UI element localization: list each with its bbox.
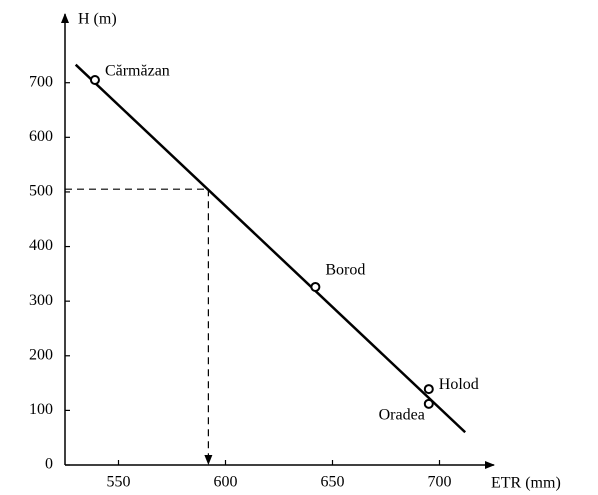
x-tick-label: 600: [214, 474, 238, 491]
y-tick-label: 400: [29, 237, 53, 254]
fit-line: [74, 63, 467, 434]
y-tick-label: 300: [29, 292, 53, 309]
y-tick-label: 0: [45, 456, 53, 473]
y-tick-label: 600: [29, 128, 53, 145]
x-tick-label: 650: [321, 474, 345, 491]
y-tick-label: 700: [29, 73, 53, 90]
point: [89, 74, 100, 85]
y-tick-label: 500: [29, 183, 53, 200]
point-label: Borod: [325, 262, 365, 279]
x-tick-label: 550: [107, 474, 131, 491]
y-tick-label: 200: [29, 346, 53, 363]
point: [423, 384, 434, 395]
point-label: Holod: [439, 376, 479, 393]
y-tick-label: 100: [29, 401, 53, 418]
point: [310, 281, 321, 292]
point-label: Oradea: [379, 407, 425, 424]
point-label: Cărmăzan: [105, 63, 170, 80]
x-axis-label: ETR (mm): [491, 475, 561, 492]
x-tick-label: 700: [428, 474, 452, 491]
y-axis-label: H (m): [78, 11, 117, 28]
point: [423, 398, 434, 409]
